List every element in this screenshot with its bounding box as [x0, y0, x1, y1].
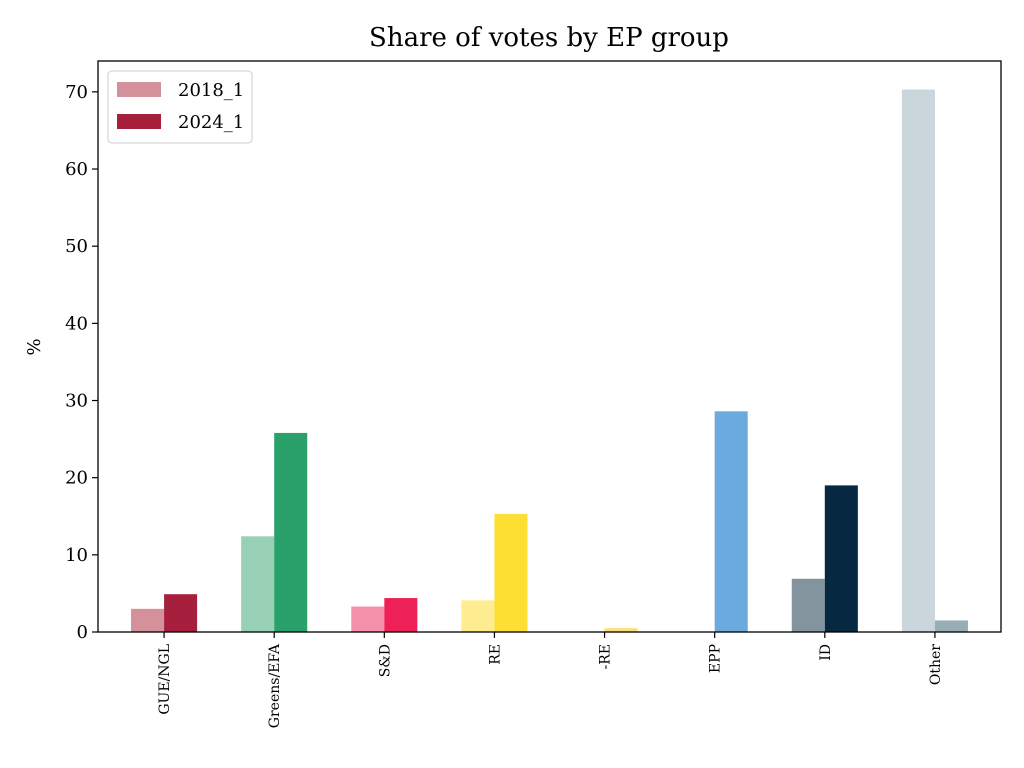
y-tick-label: 50 [65, 236, 88, 257]
bar-2024-1-re [494, 513, 528, 632]
x-tick-label-re: -RE [598, 644, 614, 670]
x-tick-label-s-d: S&D [377, 644, 393, 677]
y-tick-label: 70 [65, 82, 88, 103]
bar-2024-1-re [604, 628, 638, 632]
y-tick-label: 40 [65, 313, 88, 334]
y-tick-label: 0 [77, 622, 88, 643]
bar-2024-1-s-d [384, 598, 418, 632]
x-tick-label-epp: EPP [708, 644, 724, 673]
y-tick-label: 10 [65, 545, 88, 566]
bar-2018-1-s-d [351, 606, 385, 632]
bar-2024-1-id [824, 485, 858, 632]
bar-2024-1-gue-ngl [164, 594, 198, 632]
x-tick-label-other: Other [928, 644, 944, 685]
y-tick-label: 60 [65, 159, 88, 180]
legend-label-2024-1: 2024_1 [178, 112, 244, 133]
x-tick-label-greens-efa: Greens/EFA [267, 643, 283, 728]
bar-2024-1-other [934, 620, 968, 632]
bar-2018-1-other [901, 89, 935, 633]
bar-2018-1-id [791, 578, 825, 632]
legend-swatch-2024-1 [117, 114, 161, 129]
chart-title: Share of votes by EP group [369, 23, 729, 53]
y-axis-ticks: 0 10 20 30 40 50 60 70 [65, 82, 98, 643]
bar-2024-1-epp [714, 411, 748, 632]
bar-2018-1-greens-efa [241, 536, 275, 632]
plot-frame [97, 60, 1002, 633]
y-axis-label: % [24, 338, 45, 355]
x-axis-ticks: GUE/NGL Greens/EFA S&D RE -RE EPP ID Other [157, 632, 944, 728]
bar-2024-1-greens-efa [274, 432, 308, 632]
x-tick-label-re: RE [487, 644, 503, 665]
y-tick-label: 30 [65, 391, 88, 412]
y-tick-label: 20 [65, 468, 88, 489]
legend-swatch-2018-1 [117, 82, 161, 97]
bar-2018-1-re [461, 600, 495, 632]
legend-label-2018-1: 2018_1 [178, 80, 244, 101]
bar-2018-1-gue-ngl [131, 608, 165, 632]
legend: 2018_1 2024_1 [107, 70, 253, 144]
bars-group [131, 89, 968, 633]
x-tick-label-id: ID [818, 644, 834, 661]
x-tick-label-gue-ngl: GUE/NGL [157, 644, 173, 715]
